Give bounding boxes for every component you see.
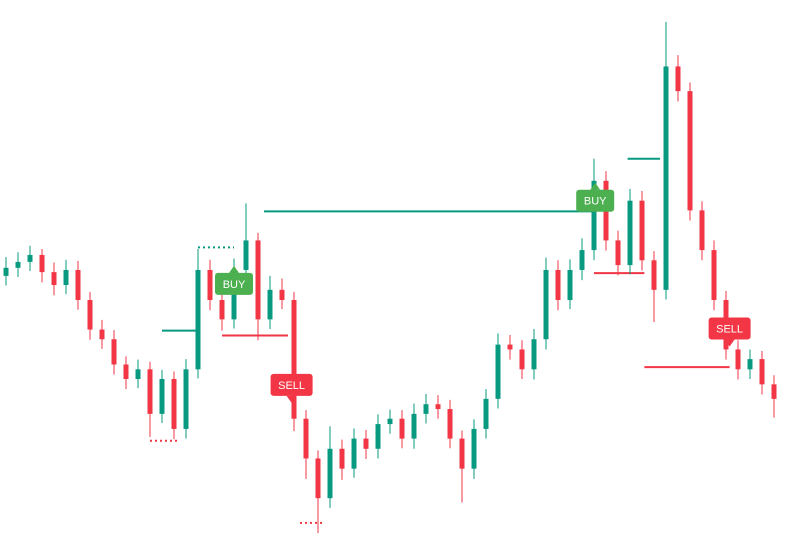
candle-body xyxy=(639,200,645,261)
badge xyxy=(708,317,751,340)
badge-pointer xyxy=(724,339,735,347)
candle-body xyxy=(243,240,249,270)
badge-label: BUY xyxy=(223,279,246,291)
candle-body xyxy=(219,300,225,320)
candle-body xyxy=(699,210,705,251)
candle-body xyxy=(27,254,33,262)
candle-body xyxy=(327,448,333,499)
candle-body xyxy=(651,260,657,290)
candle-body xyxy=(15,261,21,268)
candle-body xyxy=(75,269,81,301)
candle-body xyxy=(447,409,453,439)
candle-body xyxy=(159,378,165,414)
badge xyxy=(270,373,313,396)
badge-pointer xyxy=(590,182,601,190)
candle-body xyxy=(747,359,753,370)
candle-body xyxy=(3,267,9,276)
candle-body xyxy=(687,91,693,211)
candle-body xyxy=(519,349,525,370)
candle-body xyxy=(279,289,285,301)
candle-body xyxy=(111,339,117,365)
candle-body xyxy=(663,66,669,290)
badge xyxy=(215,272,253,295)
candle-body xyxy=(195,269,201,370)
candle-body xyxy=(255,240,261,320)
candle-body xyxy=(675,66,681,92)
candle-body xyxy=(171,378,177,429)
candle-body xyxy=(735,349,741,370)
badge-pointer xyxy=(286,395,297,403)
candle-body xyxy=(435,404,441,410)
candle-body xyxy=(567,269,573,301)
candle-body xyxy=(135,369,141,379)
candle-body xyxy=(399,418,405,439)
candle-body xyxy=(483,398,489,429)
candle-body xyxy=(387,418,393,425)
candle-body xyxy=(411,413,417,439)
candle-body xyxy=(591,180,597,251)
candle-body xyxy=(555,269,561,301)
candle-body xyxy=(351,438,357,469)
badge-label: SELL xyxy=(716,323,743,335)
candle-body xyxy=(543,269,549,340)
candle-body xyxy=(39,254,45,273)
candle-body xyxy=(507,344,513,350)
badge xyxy=(576,189,615,212)
candle-body xyxy=(207,269,213,301)
candle-body xyxy=(627,200,633,266)
candle-body xyxy=(51,272,57,285)
candle-body xyxy=(183,369,189,429)
candle-body xyxy=(711,250,717,301)
candle-body xyxy=(615,240,621,266)
candle-body xyxy=(495,344,501,399)
candle-body xyxy=(87,300,93,330)
candle-body xyxy=(63,269,69,285)
candle-body xyxy=(303,418,309,459)
candle-body xyxy=(123,364,129,379)
badge-label: SELL xyxy=(278,380,305,392)
candle-body xyxy=(267,289,273,320)
candle-body xyxy=(759,359,765,385)
badge-pointer xyxy=(229,265,239,273)
candle-body xyxy=(315,458,321,499)
candle-body xyxy=(423,404,429,414)
candle-body xyxy=(471,428,477,469)
candle-body xyxy=(99,329,105,340)
badge-label: BUY xyxy=(584,196,607,208)
candle-body xyxy=(291,300,297,419)
candle-body xyxy=(579,250,585,270)
candle-body xyxy=(363,438,369,449)
candle-body xyxy=(771,384,777,399)
candle-body xyxy=(459,438,465,469)
candle-body xyxy=(375,424,381,449)
candle-body xyxy=(339,448,345,469)
candle-body xyxy=(531,339,537,370)
candle-body xyxy=(147,369,153,414)
